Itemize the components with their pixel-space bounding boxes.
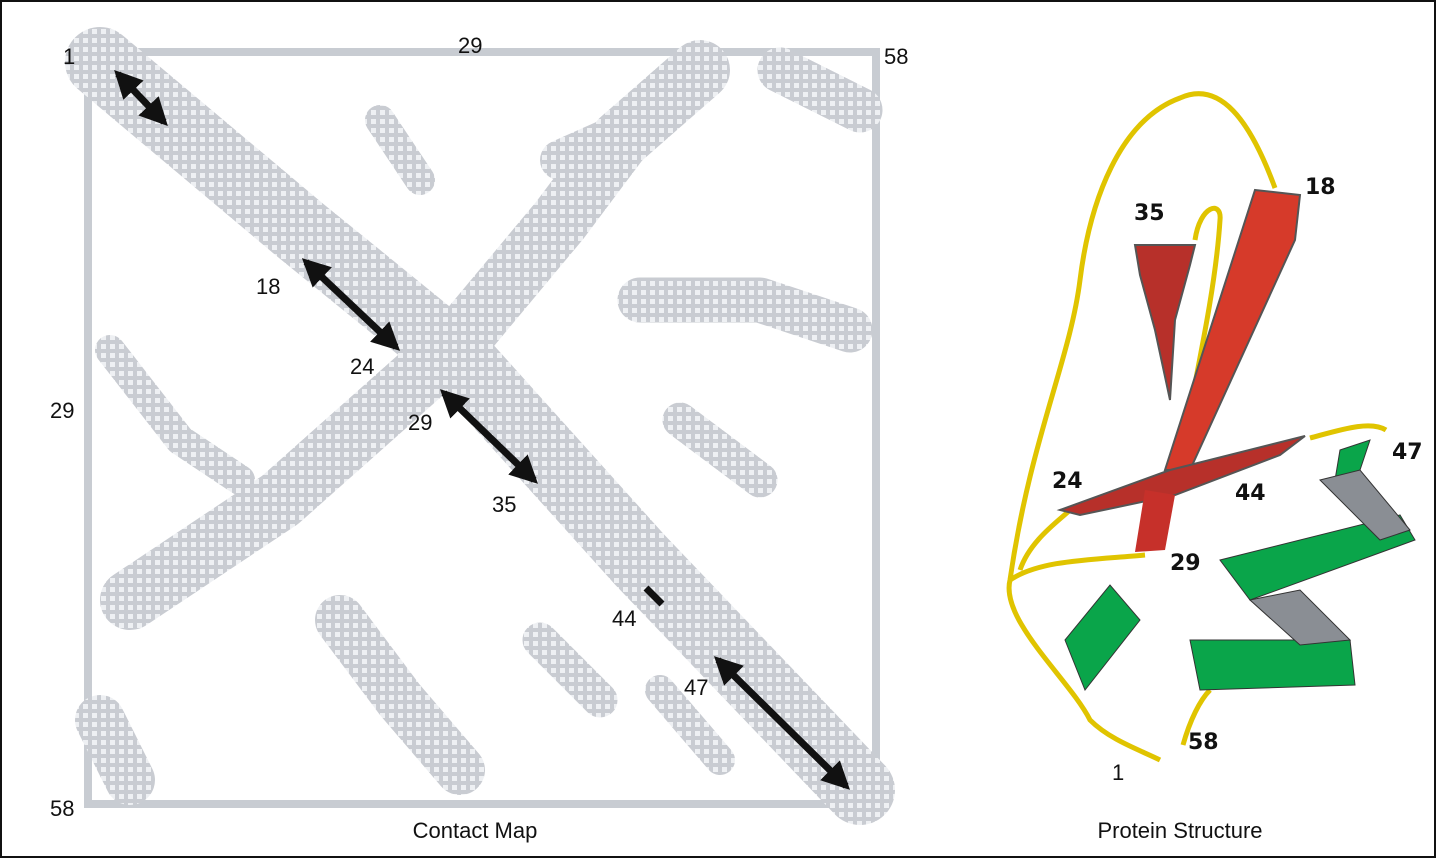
axis-label: 58 bbox=[50, 796, 74, 821]
residue-label: 44 bbox=[1235, 481, 1266, 506]
residue-label: 35 bbox=[1134, 201, 1165, 226]
residue-label: 29 bbox=[1170, 551, 1201, 576]
residue-label: 1 bbox=[1112, 760, 1124, 785]
residue-label: 18 bbox=[1305, 175, 1336, 200]
figure: 1 29 58 29 58 18 24 29 35 44 47 Contact … bbox=[0, 0, 1436, 858]
axis-label: 1 bbox=[63, 44, 75, 69]
diagonal-label: 18 bbox=[256, 274, 280, 299]
axis-label: 29 bbox=[50, 398, 74, 423]
caption: Protein Structure bbox=[1097, 818, 1262, 843]
diagonal-label: 44 bbox=[612, 606, 636, 631]
contact-map: 1 29 58 29 58 18 24 29 35 44 47 Contact … bbox=[50, 33, 908, 843]
residue-label: 24 bbox=[1052, 469, 1083, 494]
diagonal-label: 47 bbox=[684, 675, 708, 700]
axis-label: 58 bbox=[884, 44, 908, 69]
residue-label: 47 bbox=[1392, 440, 1423, 465]
diagonal-label: 29 bbox=[408, 410, 432, 435]
residue-label: 58 bbox=[1188, 730, 1219, 755]
caption: Contact Map bbox=[413, 818, 538, 843]
diagonal-label: 35 bbox=[492, 492, 516, 517]
axis-label: 29 bbox=[458, 33, 482, 58]
diagonal-label: 24 bbox=[350, 354, 374, 379]
